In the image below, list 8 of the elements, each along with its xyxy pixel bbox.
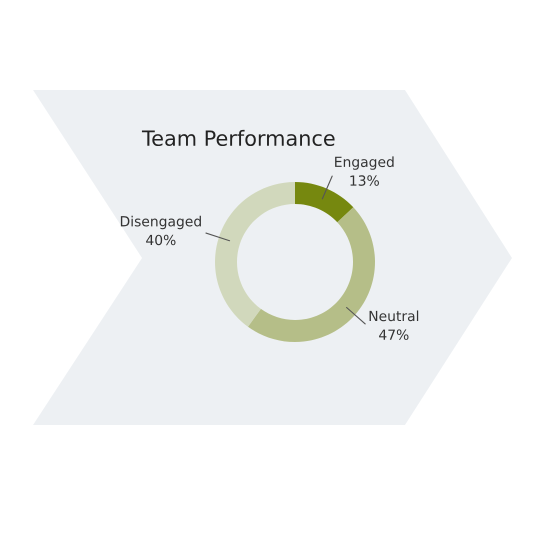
data-label: 47% bbox=[379, 329, 409, 340]
slice-label: Neutral bbox=[370, 310, 418, 322]
slice-label: Engaged bbox=[335, 156, 394, 170]
data-label: 40% bbox=[146, 234, 176, 246]
data-label: 13% bbox=[350, 175, 379, 186]
slice-label: Disengaged bbox=[120, 216, 201, 230]
donut-slice bbox=[215, 182, 295, 327]
chart-title: Team Performance bbox=[142, 130, 335, 146]
